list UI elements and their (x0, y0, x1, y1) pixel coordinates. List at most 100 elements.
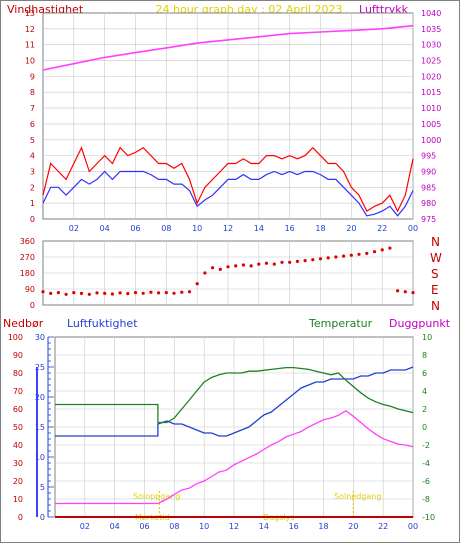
direction-point (64, 292, 68, 296)
precip-y-tick-label: 20 (13, 477, 23, 486)
sunset-annotation: Solnedgang (334, 492, 381, 501)
wind-x-tick-label: 04 (100, 224, 110, 233)
direction-label-n-top: N (431, 235, 440, 249)
temp-y-tick-label: -4 (422, 459, 430, 468)
pressure-y-tick-label: 1010 (421, 104, 441, 113)
temp-x-tick-label: 08 (169, 522, 179, 531)
temp-x-tick-label: 18 (318, 522, 328, 531)
direction-point (164, 291, 168, 295)
temperature-label: Temperatur (308, 317, 373, 330)
temp-x-tick-label: 14 (259, 522, 269, 531)
direction-point (41, 290, 45, 294)
humidity-y-tick-label: 30 (35, 333, 45, 342)
pressure-y-tick-label: 1015 (421, 88, 441, 97)
wind-x-tick-label: 18 (315, 224, 325, 233)
direction-point (257, 262, 261, 266)
temp-y-tick-label: 8 (422, 351, 427, 360)
wind-x-tick-label: 10 (192, 224, 202, 233)
direction-point (372, 250, 377, 254)
wind-y-tick-label: 1 (30, 199, 35, 208)
precip-y-tick-label: 50 (13, 423, 23, 432)
direction-point (95, 291, 99, 295)
temp-y-tick-label: 10 (422, 333, 432, 342)
temp-x-tick-label: 16 (289, 522, 299, 531)
direction-point (234, 264, 238, 268)
direction-point (365, 251, 369, 255)
direction-point (311, 258, 315, 262)
temp-y-tick-label: -10 (422, 513, 435, 522)
wind-y-tick-label: 13 (25, 9, 35, 18)
direction-point (249, 264, 253, 268)
direction-point (241, 263, 245, 267)
precip-y-tick-label: 30 (13, 459, 23, 468)
direction-point (49, 291, 53, 295)
precip-y-tick-label: 60 (13, 405, 23, 414)
direction-y-tick-label: 270 (20, 253, 35, 262)
pressure-y-tick-label: 980 (421, 199, 436, 208)
humidity-y-tick-label: 5 (40, 483, 45, 492)
wind-y-tick-label: 11 (25, 41, 35, 50)
direction-label-n-bottom: N (431, 299, 440, 313)
direction-point (388, 246, 392, 250)
pressure-y-tick-label: 995 (421, 152, 436, 161)
wind_avg-line (42, 170, 414, 217)
pressure-y-tick-label: 990 (421, 167, 436, 176)
wind-x-tick-label: 00 (408, 224, 418, 233)
temp-y-tick-label: -8 (422, 495, 430, 504)
wind-y-tick-label: 5 (30, 136, 35, 145)
direction-point (295, 259, 299, 263)
temp-x-tick-label: 20 (348, 522, 358, 531)
direction-point (303, 259, 307, 263)
direction-point (288, 260, 292, 264)
pressure-y-tick-label: 975 (421, 215, 436, 224)
direction-point (357, 252, 361, 256)
wind-y-tick-label: 6 (30, 120, 35, 129)
dewpoint-line (55, 410, 414, 505)
pressure-y-tick-label: 1035 (421, 25, 441, 34)
pressure-y-tick-label: 1005 (421, 120, 441, 129)
precip-y-tick-label: 10 (13, 495, 23, 504)
temp-x-tick-label: 06 (139, 522, 149, 531)
precip-y-tick-label: 40 (13, 441, 23, 450)
direction-point (342, 254, 346, 258)
direction-point (79, 291, 84, 295)
direction-point (396, 289, 400, 293)
wind-y-tick-label: 3 (30, 167, 35, 176)
direction-point (380, 248, 384, 252)
direction-point (226, 265, 230, 269)
direction-point (56, 291, 61, 295)
chart-marks: 0123456789101112139759809859909951000100… (8, 9, 442, 531)
direction-y-tick-label: 360 (20, 237, 35, 246)
direction-point (141, 291, 145, 295)
wind-y-tick-label: 2 (30, 183, 35, 192)
temp-x-tick-label: 22 (378, 522, 388, 531)
precip-y-tick-label: 100 (8, 333, 23, 342)
direction-point (149, 290, 153, 294)
temp-x-tick-label: 04 (110, 522, 120, 531)
direction-label-s: S (431, 267, 439, 281)
pressure-y-tick-label: 1000 (421, 136, 441, 145)
temp-y-tick-label: -2 (422, 441, 430, 450)
wind-x-tick-label: 16 (285, 224, 295, 233)
wind-y-tick-label: 12 (25, 25, 35, 34)
wind-y-tick-label: 7 (30, 104, 35, 113)
precip-y-tick-label: 0 (18, 513, 23, 522)
direction-labels: N W S E N (430, 235, 442, 313)
direction-point (187, 290, 192, 294)
direction-point (110, 292, 114, 296)
wind_gust-line (42, 146, 414, 213)
direction-point (157, 291, 161, 295)
precip-y-tick-label: 80 (13, 369, 23, 378)
temp-y-tick-label: 6 (422, 369, 427, 378)
pressure-line (42, 24, 414, 71)
direction-point (180, 290, 184, 294)
wind-y-tick-label: 10 (25, 57, 35, 66)
direction-point (334, 255, 338, 259)
temp-y-tick-label: 2 (422, 405, 427, 414)
direction-point (87, 292, 91, 296)
humidity-y-tick-label: 20 (35, 393, 45, 402)
humidity-y-tick-label: 15 (35, 423, 45, 432)
pressure-y-tick-label: 1020 (421, 72, 441, 81)
wind-x-tick-label: 12 (223, 224, 233, 233)
